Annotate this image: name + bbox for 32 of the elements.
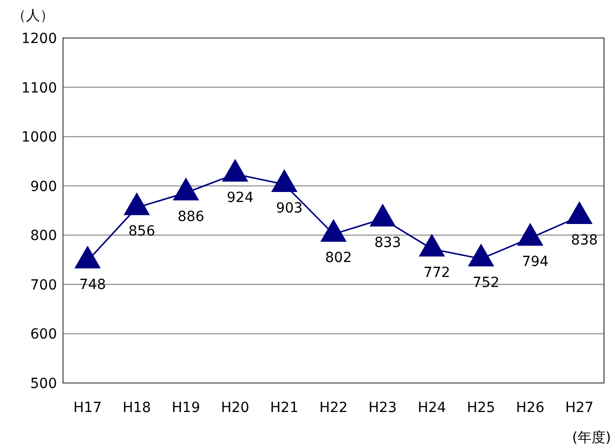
x-tick-label: H19: [172, 400, 200, 416]
x-axis-title: (年度): [572, 430, 611, 446]
data-label: 838: [571, 232, 598, 248]
data-label: 772: [423, 264, 450, 281]
x-tick-label: H17: [73, 400, 102, 416]
x-tick-label: H27: [565, 400, 594, 416]
data-label: 903: [276, 200, 303, 216]
x-tick-label: H24: [418, 400, 446, 416]
data-label: 886: [178, 208, 204, 225]
data-label: 748: [79, 276, 106, 293]
data-label: 924: [226, 190, 254, 206]
x-tick-label: H23: [368, 400, 397, 416]
y-tick-label: 900: [30, 178, 57, 195]
data-label: 833: [374, 234, 402, 251]
x-tick-label: H20: [220, 400, 250, 416]
y-axis-title: （人）: [12, 8, 54, 24]
data-label: 856: [128, 224, 156, 240]
y-tick-label: 500: [30, 376, 57, 392]
x-tick-label: H25: [466, 400, 496, 416]
y-tick-label: 800: [30, 228, 57, 244]
x-tick-label: H26: [516, 400, 544, 416]
x-tick-label: H21: [270, 400, 298, 416]
y-tick-label: 700: [30, 277, 57, 294]
data-label: 802: [325, 250, 352, 266]
x-tick-label: H18: [122, 400, 151, 416]
data-label: 752: [472, 274, 500, 291]
y-tick-label: 1200: [21, 31, 57, 47]
x-tick-label: H22: [319, 400, 348, 416]
y-tick-label: 600: [30, 326, 57, 343]
y-tick-label: 1000: [21, 130, 57, 146]
y-tick-label: 1100: [21, 80, 57, 96]
data-label: 794: [522, 254, 549, 270]
